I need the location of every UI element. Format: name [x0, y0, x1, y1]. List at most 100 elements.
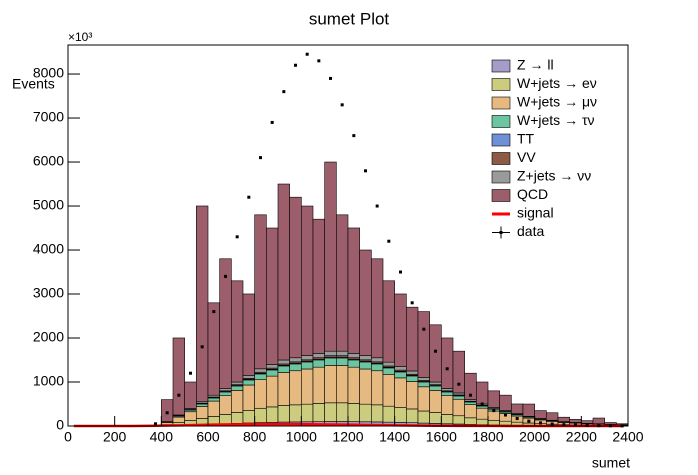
bar-segment	[592, 417, 605, 425]
x-tick-label: 1200	[332, 429, 363, 445]
bar-segment	[476, 418, 489, 425]
y-tick-label: 5000	[33, 197, 64, 213]
bar-segment	[266, 227, 279, 365]
bar-segment	[196, 403, 209, 407]
data-point	[270, 120, 274, 124]
bar-segment	[359, 249, 372, 356]
y-tick-label: 7000	[33, 109, 64, 125]
bar-segment	[347, 366, 360, 404]
bar-segment	[277, 359, 290, 365]
bar-segment	[289, 196, 302, 359]
bar-segment	[417, 410, 430, 424]
data-point	[364, 169, 367, 173]
bar-segment	[312, 359, 325, 368]
bar-segment	[231, 412, 244, 424]
bar-segment	[371, 370, 384, 406]
data-point	[469, 393, 472, 397]
data-point	[200, 345, 204, 349]
bar-segment	[359, 403, 372, 423]
x-tick-label: 2200	[566, 429, 597, 445]
legend-swatch	[491, 115, 511, 128]
data-point	[259, 156, 262, 160]
data-point	[189, 371, 192, 375]
bar-segment	[394, 293, 407, 367]
legend-label: QCD	[517, 186, 548, 202]
bar-segment	[452, 415, 465, 425]
bar-segment	[242, 293, 255, 376]
bar-segment	[394, 371, 407, 379]
bar-segment	[254, 407, 267, 423]
bar-segment	[546, 412, 559, 421]
bar-segment	[371, 258, 384, 359]
bar-segment	[417, 381, 430, 388]
bar-segment	[441, 414, 454, 425]
bar-segment	[371, 363, 384, 372]
bar-segment	[242, 409, 255, 424]
x-tick-label: 2400	[612, 429, 643, 445]
legend-swatch	[491, 133, 511, 147]
bar-segment	[406, 408, 419, 424]
x-tick-label: 1400	[379, 429, 410, 445]
legend-label: W+jets → eν	[517, 75, 597, 91]
bar-segment	[336, 402, 349, 422]
bar-segment	[429, 381, 442, 385]
bar-segment	[184, 411, 197, 421]
data-point	[375, 204, 379, 208]
legend-swatch	[499, 231, 503, 234]
bar-segment	[511, 403, 524, 414]
bar-segment	[324, 350, 337, 356]
data-point	[410, 301, 414, 305]
bar-segment	[289, 363, 302, 372]
bar-segment	[231, 381, 244, 385]
bar-segment	[219, 414, 232, 425]
bar-segment	[266, 364, 279, 369]
bar-segment	[312, 218, 325, 354]
bar-segment	[464, 417, 477, 425]
bar-segment	[289, 370, 302, 406]
bar-segment	[277, 365, 290, 373]
bar-segment	[242, 375, 255, 379]
data-point	[457, 382, 461, 386]
x-tick-label: 2000	[519, 429, 550, 445]
bar-segment	[382, 374, 395, 407]
legend-swatch	[491, 78, 511, 91]
legend-label: Z → ll	[517, 57, 554, 73]
bar-segment	[301, 368, 314, 405]
bar-segment	[161, 399, 174, 422]
x-tick-label: 200	[103, 429, 127, 445]
bar-segment	[429, 390, 442, 413]
bar-segment	[254, 214, 267, 370]
bar-segment	[487, 390, 500, 408]
bar-segment	[242, 384, 255, 411]
bar-segment	[394, 407, 407, 423]
bar-segment	[336, 214, 349, 352]
data-point	[434, 349, 437, 353]
bar-segment	[231, 385, 244, 391]
bar-segment	[312, 403, 325, 422]
data-point	[247, 195, 251, 199]
bar-segment	[172, 416, 185, 423]
data-point	[480, 402, 484, 406]
bar-segment	[336, 357, 349, 366]
data-point	[165, 411, 169, 415]
x-tick-label: 400	[150, 429, 174, 445]
bar-segment	[359, 361, 372, 370]
bar-segment	[219, 258, 232, 389]
data-point	[445, 367, 449, 371]
bar-segment	[266, 406, 279, 423]
bar-segment	[277, 405, 290, 423]
bar-segment	[219, 388, 232, 392]
bar-segment	[441, 391, 454, 396]
bar-segment	[429, 324, 442, 383]
data-point	[329, 76, 332, 80]
bar-segment	[382, 367, 395, 375]
bar-segment	[336, 365, 349, 404]
bar-segment	[207, 400, 220, 417]
data-point	[317, 59, 321, 63]
bar-segment	[359, 355, 372, 361]
bar-segment	[406, 375, 419, 382]
bar-segment	[429, 385, 442, 391]
bar-segment	[464, 401, 477, 405]
bar-segment	[382, 361, 395, 367]
